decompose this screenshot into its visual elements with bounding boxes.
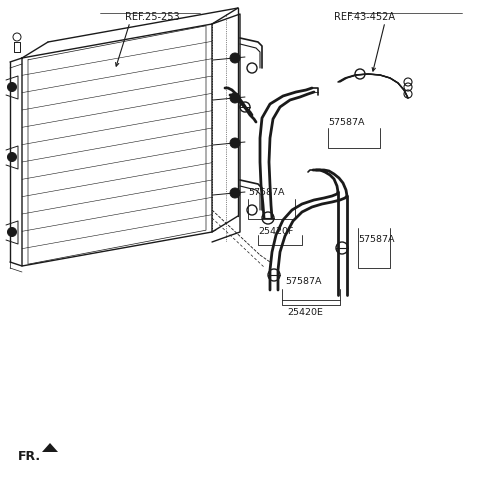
Text: 57587A: 57587A [358,236,395,245]
Circle shape [230,53,240,63]
Text: FR.: FR. [18,451,41,463]
Circle shape [230,93,240,103]
Text: 25420E: 25420E [287,308,323,317]
Text: 25420F: 25420F [258,227,293,236]
Text: 57587A: 57587A [248,188,285,197]
Text: REF.25-253: REF.25-253 [125,12,180,22]
Text: REF.43-452A: REF.43-452A [334,12,395,22]
Circle shape [8,153,16,161]
Circle shape [230,188,240,198]
Text: 57587A: 57587A [328,118,364,127]
Circle shape [8,83,16,92]
Circle shape [230,138,240,148]
Text: 57587A: 57587A [285,277,322,286]
Circle shape [8,227,16,237]
Polygon shape [42,443,58,452]
